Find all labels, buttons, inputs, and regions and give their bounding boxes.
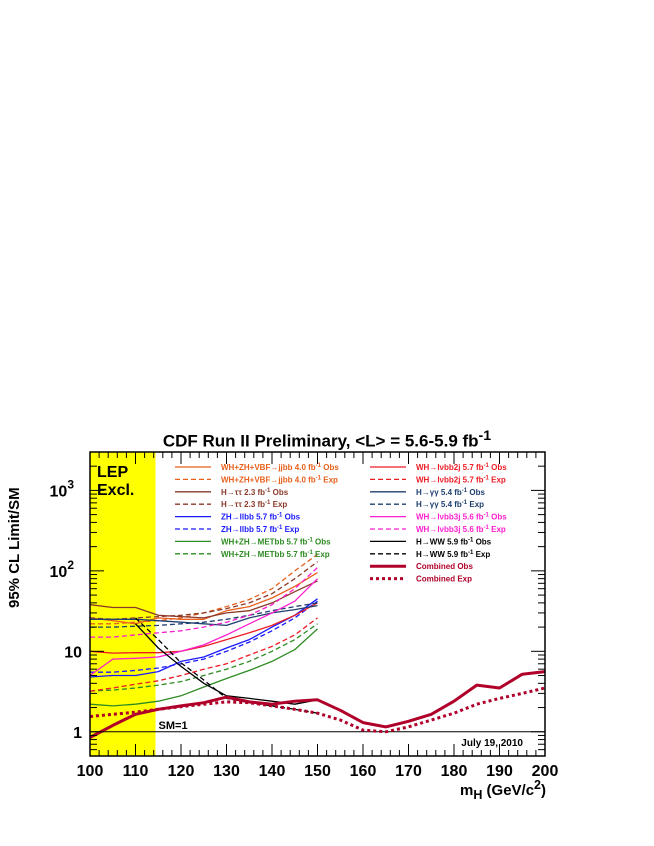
sm-line-label: SM=1 [159,720,188,732]
legend-label-3: H→ττ 2.3 fb-1 Exp [221,500,287,509]
series-line-16 [89,670,546,739]
series-line-0 [89,572,318,625]
legend-label-2: H→ττ 2.3 fb-1 Obs [221,488,289,497]
legend-label-5: ZH→llbb 5.7 fb-1 Exp [221,525,299,534]
series-line-6 [89,628,318,707]
date-label: July 19, 2010 [461,738,523,749]
legend-label-0: WH+ZH+VBF→jjbb 4.0 fb-1 Obs [221,463,339,472]
series-line-10 [90,604,318,627]
legend-label-4: ZH→llbb 5.7 fb-1 Obs [221,513,301,522]
x-tick-label: 160 [350,763,377,780]
x-tick-label: 170 [395,763,422,780]
legend-label-12: WH→lνbb3j 5.6 fb-1 Obs [416,513,507,522]
legend-label-9: WH→lνbb2j 5.7 fb-1 Exp [416,475,506,484]
x-tick-label: 120 [168,763,195,780]
x-axis-label: mH (GeV/c2) [459,778,546,802]
x-tick-label: 180 [441,763,468,780]
x-tick-label: 150 [304,763,331,780]
chart-title: CDF Run II Preliminary, <L> = 5.6-5.9 fb… [162,428,492,451]
x-tick-label: 190 [486,763,513,780]
series-line-5 [90,600,318,673]
legend-label-13: WH→lνbb3j 5.6 fb-1 Exp [416,525,506,534]
legend-label-6: WH+ZH→METbb 5.7 fb-1 Obs [221,537,331,546]
x-tick-label: 110 [123,763,149,780]
legend-label-17: Combined Exp [416,575,472,584]
x-tick-label: 100 [77,763,104,780]
x-tick-label: 200 [532,763,559,780]
y-tick-label: 10 [64,644,82,661]
series-line-13 [90,567,318,638]
series-line-8 [89,602,318,654]
legend-label-8: WH→lνbb2j 5.7 fb-1 Obs [416,463,507,472]
lep-label-excl: Excl. [97,482,134,499]
legend-label-16: Combined Obs [416,562,473,571]
legend-label-15: H→WW 5.9 fb-1 Exp [416,550,490,559]
legend-label-14: H→WW 5.9 fb-1 Obs [416,537,492,546]
legend-label-7: WH+ZH→METbb 5.7 fb-1 Exp [221,550,330,559]
series-line-4 [89,598,318,678]
series-line-11 [90,602,318,628]
series-line-3 [89,561,318,620]
series-line-12 [89,578,318,677]
legend-label-11: H→γγ 5.4 fb-1 Exp [416,500,484,509]
legend-label-1: WH+ZH+VBF→jjbb 4.0 fb-1 Exp [221,475,338,484]
y-tick-label: 103 [50,477,75,500]
lep-label: LEP [97,464,128,481]
y-tick-label: 1 [73,725,82,742]
y-tick-label: 102 [50,558,75,581]
x-tick-label: 130 [213,763,240,780]
series-line-17 [89,686,546,734]
series-line-7 [89,623,318,692]
legend-label-10: H→γγ 5.4 fb-1 Obs [416,488,485,497]
x-tick-label: 140 [259,763,286,780]
series-line-9 [89,617,318,692]
